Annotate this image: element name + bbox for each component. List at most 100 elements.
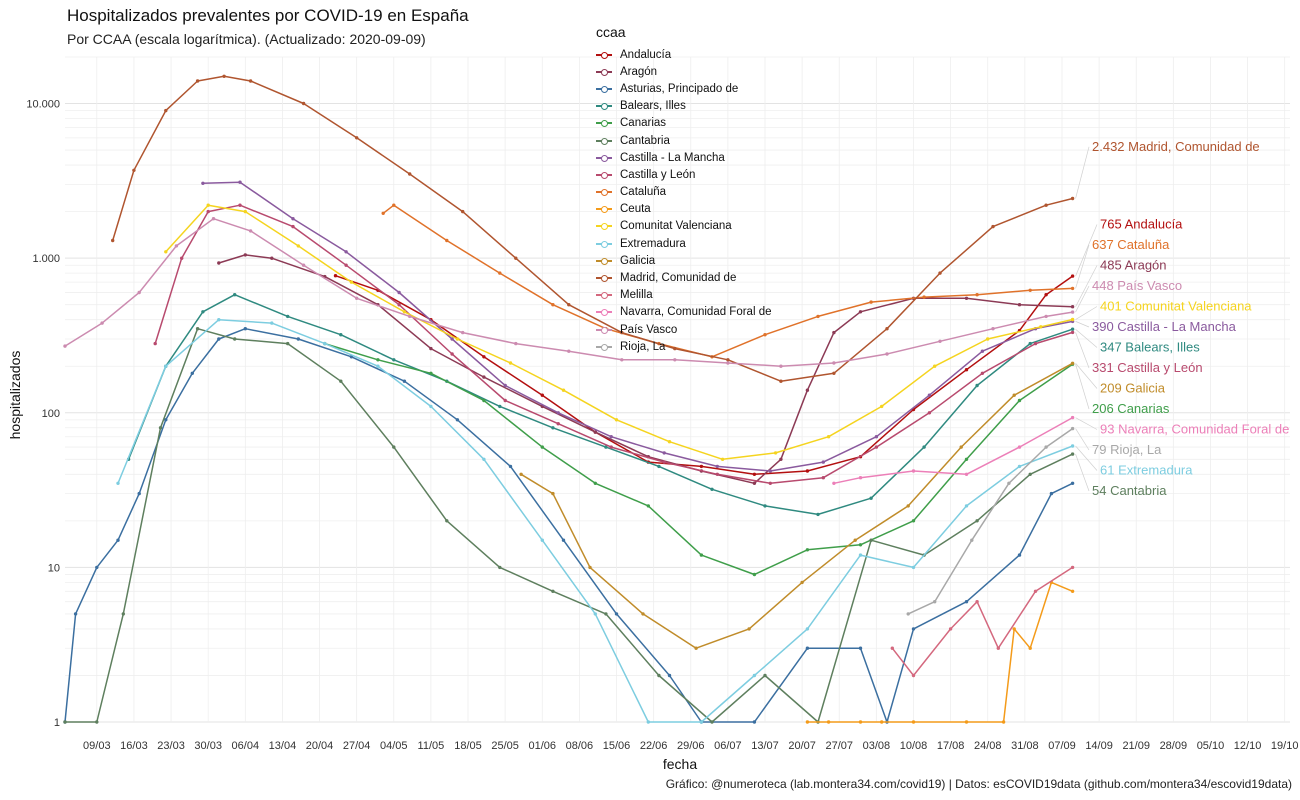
data-point: [408, 314, 412, 319]
series-end-label: 390 Castilla - La Mancha: [1092, 319, 1237, 334]
data-point: [1017, 445, 1022, 449]
legend-key: [596, 307, 612, 317]
legend-label: Canarias: [620, 117, 667, 130]
data-point: [964, 457, 969, 461]
data-point: [880, 404, 884, 409]
data-point: [455, 337, 460, 341]
data-point: [890, 646, 894, 650]
data-point: [911, 720, 916, 724]
series-line: [891, 566, 1074, 677]
data-point: [938, 339, 942, 343]
data-point: [1033, 589, 1038, 593]
data-point: [964, 600, 969, 604]
data-point: [604, 612, 608, 616]
data-point: [402, 310, 407, 314]
data-point: [858, 553, 863, 557]
data-point: [975, 293, 979, 297]
data-point: [662, 460, 666, 464]
data-point: [1044, 314, 1048, 319]
x-tick-label: 07/09: [1048, 740, 1076, 752]
data-point: [349, 280, 354, 284]
data-point: [826, 435, 831, 439]
data-point: [1070, 481, 1075, 485]
legend-label: Melilla: [620, 289, 653, 302]
legend-item: Extremadura: [596, 235, 772, 252]
legend-item: Castilla y León: [596, 166, 772, 183]
data-point: [1001, 720, 1006, 724]
data-point: [874, 445, 879, 449]
legend-item: País Vasco: [596, 321, 772, 338]
data-point: [540, 445, 544, 449]
data-point: [137, 491, 141, 496]
data-point: [964, 296, 969, 300]
data-point: [206, 209, 210, 214]
series-end-label: 209 Galicia: [1100, 381, 1166, 396]
label-connector: [1075, 285, 1090, 313]
data-point: [355, 136, 359, 140]
data-point: [752, 472, 757, 476]
series-line: [520, 362, 1073, 649]
data-point: [911, 469, 916, 473]
data-point: [164, 418, 168, 422]
data-point: [233, 337, 237, 341]
data-point: [980, 349, 985, 353]
data-point: [195, 79, 200, 83]
data-point: [1017, 303, 1022, 307]
data-point: [498, 565, 502, 570]
series-end-label: 401 Comunitat Valenciana: [1100, 299, 1252, 314]
series-line: [833, 416, 1073, 485]
data-point: [111, 238, 115, 243]
data-point: [323, 341, 327, 346]
data-point: [779, 457, 783, 461]
x-tick-label: 19/10: [1271, 740, 1299, 752]
data-point: [906, 504, 910, 508]
legend-key: [596, 325, 612, 335]
data-point: [858, 310, 863, 314]
data-point: [243, 327, 247, 331]
x-tick-label: 28/09: [1160, 740, 1188, 752]
data-point: [821, 460, 825, 464]
data-point: [445, 519, 449, 523]
data-point: [296, 244, 300, 248]
data-point: [158, 426, 163, 430]
x-axis-label: fecha: [663, 756, 697, 772]
data-point: [63, 720, 67, 724]
data-point: [121, 612, 126, 616]
data-point: [726, 358, 730, 362]
data-point: [773, 451, 778, 455]
data-point: [461, 330, 465, 335]
data-point: [975, 600, 979, 604]
data-point: [933, 600, 937, 604]
legend-item: Cataluña: [596, 184, 772, 201]
legend-item: Madrid, Comunidad de: [596, 269, 772, 286]
data-point: [964, 720, 969, 724]
data-point: [858, 543, 863, 547]
data-point: [339, 379, 343, 383]
x-tick-label: 17/08: [937, 740, 965, 752]
legend-label: Cantabria: [620, 134, 670, 147]
x-tick-label: 13/04: [269, 740, 297, 752]
data-point: [392, 203, 396, 207]
data-point: [100, 321, 104, 325]
legend-item: Aragón: [596, 63, 772, 80]
data-point: [710, 487, 714, 491]
data-point: [694, 646, 698, 650]
legend-label: Asturias, Principado de: [620, 82, 739, 95]
data-point: [657, 464, 661, 469]
data-point: [222, 74, 226, 79]
data-point: [662, 451, 666, 455]
data-point: [673, 358, 677, 362]
data-point: [593, 612, 597, 616]
data-point: [1028, 646, 1032, 650]
data-point: [248, 79, 253, 83]
data-point: [885, 352, 889, 356]
series-end-label: 2.432 Madrid, Comunidad de: [1092, 139, 1260, 154]
data-point: [779, 379, 783, 383]
legend-label: Balears, Illes: [620, 100, 686, 113]
legend-label: Rioja, La: [620, 340, 666, 353]
x-tick-label: 11/05: [418, 740, 445, 752]
data-point: [201, 181, 205, 185]
data-point: [137, 290, 141, 295]
data-point: [508, 464, 513, 469]
data-point: [646, 504, 650, 508]
